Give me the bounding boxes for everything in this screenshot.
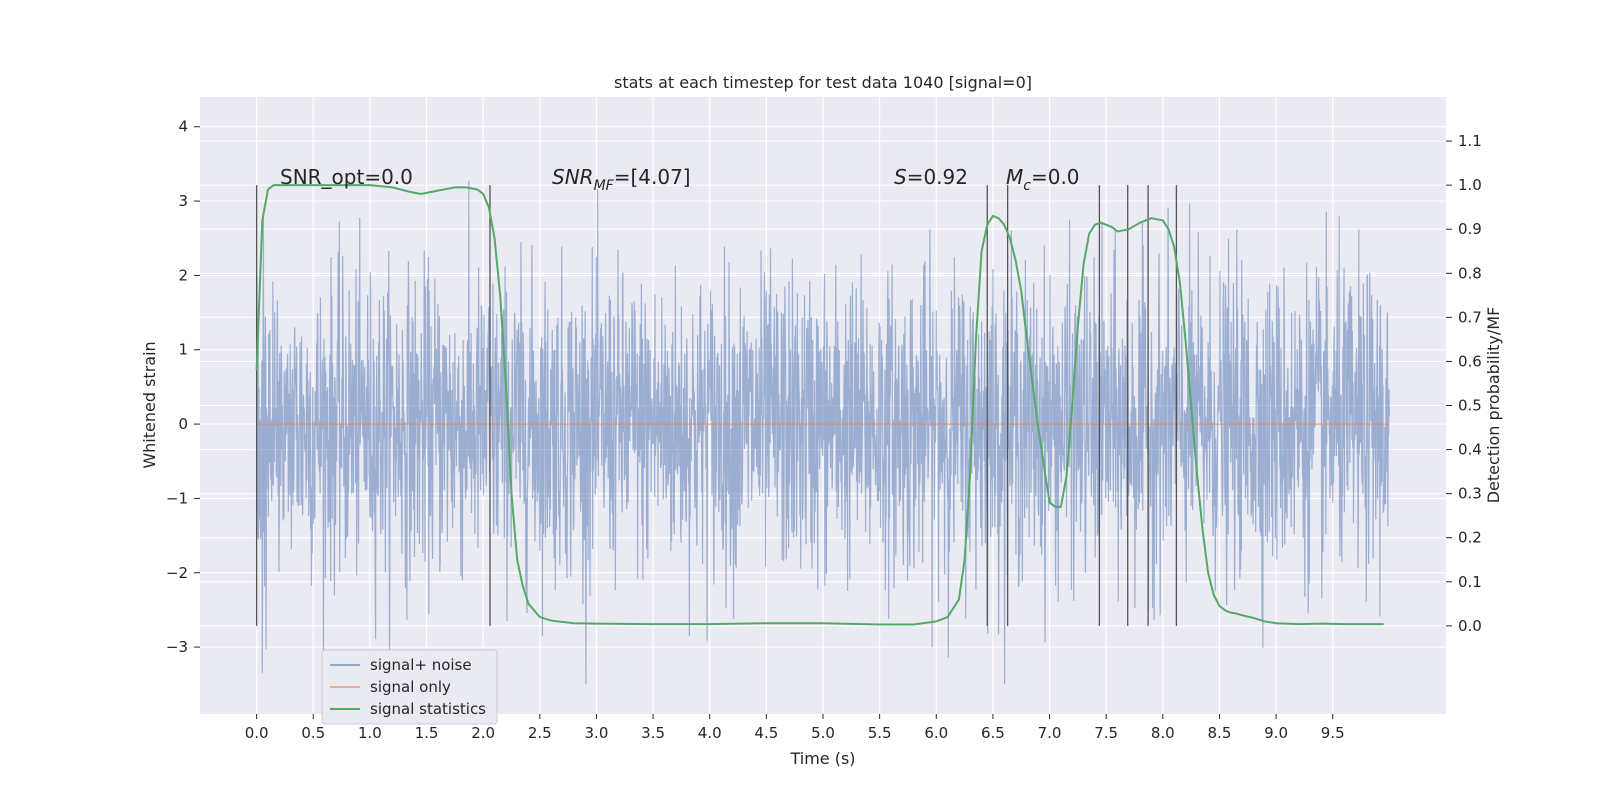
x-tick-label: 2.0 xyxy=(471,724,495,742)
y-tick-label: 1 xyxy=(178,341,188,359)
x-tick-label: 3.0 xyxy=(585,724,609,742)
y-right-tick-label: 0.7 xyxy=(1458,308,1482,326)
x-tick-label: 5.5 xyxy=(868,724,892,742)
statistics-line xyxy=(255,184,1384,626)
y-right-tick-label: 0.3 xyxy=(1458,485,1482,503)
chart-title: stats at each timestep for test data 104… xyxy=(614,73,1032,92)
y-axis-label: Whitened strain xyxy=(140,341,159,468)
y-right-tick-label: 0.2 xyxy=(1458,529,1482,547)
legend-label-statistics: signal statistics xyxy=(370,700,486,718)
y-right-tick-label: 1.0 xyxy=(1458,176,1482,194)
vertical-markers xyxy=(255,185,1178,626)
x-tick-label: 1.5 xyxy=(415,724,439,742)
x-tick-label: 9.0 xyxy=(1264,724,1288,742)
y-right-tick-label: 0.0 xyxy=(1458,617,1482,635)
y-axis-right: 1.1 1.0 0.9 0.8 0.7 0.6 0.5 0.4 0.3 0.2 0.1 0.0 xyxy=(1446,132,1482,635)
signal-statistics-series xyxy=(255,184,1384,626)
y-tick-label: −1 xyxy=(166,489,188,507)
x-tick-label: 0.5 xyxy=(301,724,325,742)
noise-trace xyxy=(256,180,1390,685)
y-right-tick-label: 0.4 xyxy=(1458,441,1482,459)
x-tick-label: 8.5 xyxy=(1208,724,1232,742)
x-tick-label: 5.0 xyxy=(811,724,835,742)
x-axis-label: Time (s) xyxy=(789,749,855,768)
y-tick-label: −3 xyxy=(166,638,188,656)
annotation-snr-mf: SNRMF=[4.07] xyxy=(552,165,691,194)
signal-noise-series xyxy=(256,180,1390,685)
y-right-tick-label: 0.6 xyxy=(1458,352,1482,370)
x-tick-label: 7.5 xyxy=(1094,724,1118,742)
x-tick-label: 9.5 xyxy=(1321,724,1345,742)
y-right-tick-label: 0.1 xyxy=(1458,573,1482,591)
y-axis-right-label: Detection probability/MF xyxy=(1484,307,1503,504)
annotations: SNR_opt=0.0 SNRMF=[4.07] S=0.92 Mc=0.0 xyxy=(280,165,1080,194)
x-tick-label: 4.0 xyxy=(698,724,722,742)
y-right-tick-label: 0.5 xyxy=(1458,397,1482,415)
y-right-tick-label: 0.9 xyxy=(1458,220,1482,238)
x-tick-label: 8.0 xyxy=(1151,724,1175,742)
legend: signal+ noise signal only signal statist… xyxy=(321,649,498,725)
x-tick-label: 3.5 xyxy=(641,724,665,742)
annotation-s: S=0.92 xyxy=(894,165,968,189)
x-tick-label: 0.0 xyxy=(245,724,269,742)
annotation-snr-opt: SNR_opt=0.0 xyxy=(280,165,413,189)
y-right-tick-label: 1.1 xyxy=(1458,132,1482,150)
x-tick-label: 4.5 xyxy=(754,724,778,742)
annotation-mc: Mc=0.0 xyxy=(1006,165,1080,194)
y-tick-label: 3 xyxy=(178,192,188,210)
x-tick-label: 7.0 xyxy=(1038,724,1062,742)
y-tick-label: 2 xyxy=(178,266,188,284)
x-tick-label: 1.0 xyxy=(358,724,382,742)
y-tick-label: 4 xyxy=(178,118,188,136)
x-tick-label: 6.5 xyxy=(981,724,1005,742)
legend-box xyxy=(321,649,498,725)
legend-label-signal-only: signal only xyxy=(370,678,451,696)
y-right-tick-label: 0.8 xyxy=(1458,264,1482,282)
x-tick-label: 2.5 xyxy=(528,724,552,742)
x-axis: 0.0 0.5 1.0 1.5 2.0 2.5 3.0 3.5 4.0 4.5 5.0 5.5 6.0 6… xyxy=(245,714,1345,742)
x-tick-label: 6.0 xyxy=(924,724,948,742)
y-tick-label: 0 xyxy=(178,415,188,433)
legend-label-noise: signal+ noise xyxy=(370,656,472,674)
y-tick-label: −2 xyxy=(166,564,188,582)
y-axis-left: 4 3 2 1 0 −1 −2 −3 xyxy=(166,118,200,656)
